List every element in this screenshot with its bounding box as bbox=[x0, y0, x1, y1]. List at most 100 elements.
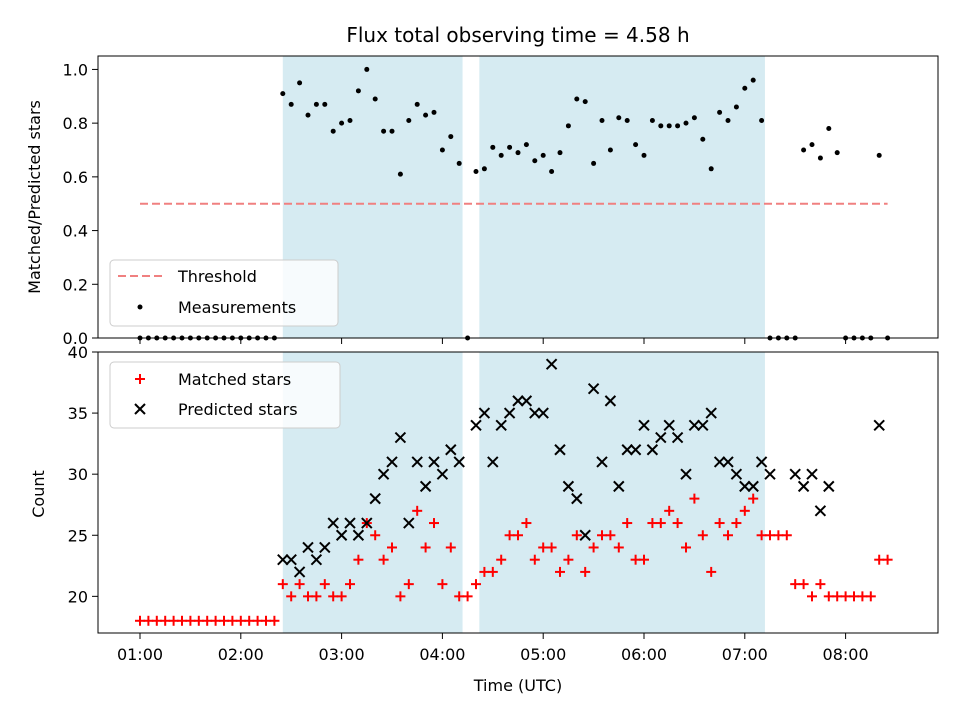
predicted-star-point bbox=[445, 444, 457, 456]
measurement-point bbox=[817, 155, 823, 161]
matched-star-point bbox=[378, 554, 389, 565]
matched-star-point bbox=[487, 566, 498, 577]
measurement-point bbox=[675, 123, 681, 129]
legend-matched-symbol bbox=[135, 374, 145, 384]
predicted-star-point bbox=[680, 468, 692, 480]
matched-star-point bbox=[689, 493, 700, 504]
matched-star-point bbox=[815, 579, 826, 590]
predicted-star-point bbox=[319, 541, 331, 554]
predicted-star-point bbox=[386, 456, 398, 468]
measurement-point bbox=[641, 152, 647, 158]
predicted-star-point bbox=[755, 456, 768, 468]
measurement-point bbox=[733, 104, 739, 110]
matched-star-point bbox=[563, 554, 574, 565]
measurement-point bbox=[633, 142, 639, 148]
matched-star-point bbox=[496, 554, 507, 565]
matched-star-point bbox=[462, 591, 473, 602]
measurement-point bbox=[431, 109, 437, 115]
predicted-star-point bbox=[344, 517, 356, 529]
matched-star-point bbox=[193, 615, 204, 626]
measurement-point bbox=[305, 112, 311, 118]
bottom-ylabel: Count bbox=[29, 470, 48, 518]
bottom-xtick-label: 08:00 bbox=[823, 645, 869, 664]
measurement-point bbox=[347, 117, 353, 123]
predicted-star-point bbox=[730, 468, 743, 480]
predicted-star-point bbox=[487, 456, 499, 468]
matched-star-point bbox=[672, 518, 683, 529]
matched-star-point bbox=[807, 591, 817, 602]
measurement-point bbox=[549, 168, 555, 174]
predicted-star-point bbox=[688, 419, 701, 432]
measurement-point bbox=[691, 115, 697, 121]
matched-star-point bbox=[748, 493, 759, 504]
predicted-star-point bbox=[663, 419, 675, 432]
predicted-star-point bbox=[789, 468, 801, 480]
measurement-point bbox=[717, 109, 723, 115]
matched-star-point bbox=[143, 615, 154, 626]
matched-star-point bbox=[277, 579, 288, 590]
matched-star-point bbox=[765, 530, 775, 541]
measurement-point bbox=[565, 123, 571, 129]
measurement-point bbox=[297, 80, 303, 86]
measurement-point bbox=[666, 123, 672, 129]
matched-star-point bbox=[177, 615, 187, 626]
measurement-point bbox=[826, 126, 832, 132]
predicted-star-point bbox=[621, 444, 633, 456]
top-ytick-label: 0.4 bbox=[63, 222, 88, 241]
measurement-point bbox=[591, 160, 597, 166]
matched-star-point bbox=[303, 591, 313, 602]
measurement-point bbox=[809, 142, 815, 148]
legend-measurements-label: Measurements bbox=[178, 298, 296, 317]
measurement-point bbox=[397, 171, 403, 177]
top-axes-frame bbox=[97, 55, 939, 339]
measurement-point bbox=[582, 99, 588, 105]
bottom-matched-points bbox=[135, 493, 893, 626]
matched-star-point bbox=[555, 566, 565, 577]
predicted-star-point bbox=[436, 468, 449, 480]
matched-star-point bbox=[319, 579, 330, 590]
matched-star-point bbox=[227, 615, 238, 626]
predicted-star-point bbox=[739, 480, 751, 493]
legend-measurements-marker bbox=[137, 304, 143, 310]
top-ytick-label: 1.0 bbox=[63, 60, 88, 79]
predicted-star-point bbox=[453, 456, 465, 468]
bottom-xtick-label: 01:00 bbox=[117, 645, 163, 664]
predicted-star-point bbox=[335, 529, 348, 541]
matched-star-point bbox=[597, 530, 607, 541]
predicted-star-point bbox=[545, 358, 558, 370]
measurement-point bbox=[834, 150, 840, 156]
measurement-point bbox=[339, 120, 345, 126]
matched-star-point bbox=[865, 591, 876, 602]
matched-star-point bbox=[823, 591, 834, 602]
predicted-star-point bbox=[377, 468, 390, 480]
matched-star-point bbox=[622, 518, 633, 529]
bottom-predicted-points bbox=[277, 358, 885, 578]
matched-star-point bbox=[244, 615, 255, 626]
measurement-point bbox=[876, 152, 882, 158]
predicted-star-point bbox=[512, 395, 524, 407]
top-ytick-label: 0.0 bbox=[63, 329, 88, 348]
legend-predicted-symbol bbox=[134, 403, 146, 415]
matched-star-point bbox=[756, 530, 767, 541]
predicted-star-point bbox=[403, 517, 415, 529]
predicted-star-point bbox=[562, 480, 575, 493]
predicted-star-point bbox=[554, 444, 566, 456]
matched-star-point bbox=[403, 579, 414, 590]
measurement-point bbox=[557, 150, 563, 156]
measurement-point bbox=[414, 101, 420, 107]
predicted-star-point bbox=[428, 456, 440, 468]
matched-star-point bbox=[311, 591, 322, 602]
matched-star-point bbox=[210, 615, 221, 626]
matched-star-point bbox=[664, 505, 675, 516]
predicted-star-point bbox=[470, 419, 482, 432]
matched-star-point bbox=[219, 615, 229, 626]
matched-star-point bbox=[546, 542, 557, 553]
bottom-legend: Matched stars Predicted stars bbox=[109, 361, 341, 429]
bottom-xtick-label: 06:00 bbox=[621, 645, 667, 664]
bottom-ytick-label: 20 bbox=[68, 587, 88, 606]
matched-star-point bbox=[235, 615, 246, 626]
predicted-star-point bbox=[419, 480, 432, 493]
matched-star-point bbox=[429, 518, 439, 529]
predicted-star-point bbox=[806, 468, 818, 480]
predicted-star-point bbox=[629, 444, 642, 456]
